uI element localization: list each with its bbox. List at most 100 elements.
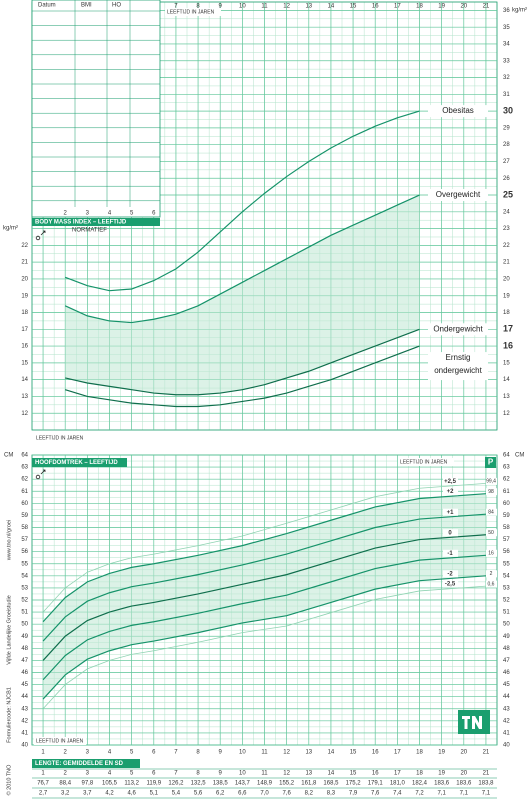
arrow-icon <box>35 230 46 480</box>
x-tick-label: 8 <box>196 750 200 756</box>
y-tick-label: 24 <box>503 209 510 215</box>
percentile-label: 99,4 <box>486 479 496 485</box>
y-tick-label: 22 <box>21 243 28 249</box>
x-tick-label: 17 <box>394 771 401 777</box>
label-bg <box>443 488 458 496</box>
series-label: Overgewicht <box>436 190 481 199</box>
y-tick-label: 35 <box>503 25 510 31</box>
x-tick-label: 5 <box>130 771 134 777</box>
label-bg <box>443 549 458 557</box>
y-tick-label: 44 <box>21 694 28 700</box>
y-tick-label: 17 <box>21 327 28 333</box>
x-tick-label: 2 <box>64 211 68 217</box>
percentile-label: 98 <box>488 489 494 495</box>
x-axis-label: LEEFTIJD IN JAREN <box>36 738 84 744</box>
x-tick-label: 3 <box>86 211 90 217</box>
y-tick-label: 57 <box>503 537 510 543</box>
label-bg <box>486 477 497 485</box>
x-axis-label: LEEFTIJD IN JAREN <box>167 9 215 15</box>
y-axis-label: CM <box>4 453 13 459</box>
y-tick-label: 43 <box>503 706 510 712</box>
side-text: www.tno.nl/groei <box>6 520 12 561</box>
side-text: Formuliercode: NJCB1 <box>6 687 12 743</box>
table-cell: 183,6 <box>456 781 472 787</box>
table-cell: 7,9 <box>349 791 358 797</box>
y-tick-label: 47 <box>21 658 28 664</box>
x-tick-label: 18 <box>416 771 423 777</box>
x-axis-label: LEEFTIJD IN JAREN <box>36 435 84 441</box>
y-tick-label: 23 <box>503 226 510 232</box>
series-label: +1 <box>447 510 455 516</box>
x-tick-label: 7 <box>174 4 178 10</box>
y-tick-label: 46 <box>21 670 28 676</box>
table-cell: 179,1 <box>368 781 384 787</box>
x-tick-label: 19 <box>438 750 445 756</box>
y-tick-label: 62 <box>503 477 510 483</box>
x-tick-label: 17 <box>394 750 401 756</box>
x-tick-label: 3 <box>86 750 90 756</box>
y-tick-label: 44 <box>503 694 510 700</box>
y-tick-label: 54 <box>503 573 510 579</box>
series-label: Obesitas <box>442 106 474 115</box>
curve <box>42 482 486 613</box>
x-tick-label: 4 <box>108 771 112 777</box>
label-bg <box>486 488 497 496</box>
y-tick-label: 40 <box>503 743 510 749</box>
x-tick-label: 18 <box>416 750 423 756</box>
tno-logo <box>458 710 490 734</box>
x-tick-label: 1 <box>41 750 45 756</box>
x-tick-label: 2 <box>64 771 68 777</box>
curve <box>65 328 420 396</box>
label-bg <box>486 549 497 557</box>
y-tick-label: 60 <box>21 501 28 507</box>
x-tick-label: 19 <box>438 4 445 10</box>
table-cell: 168,5 <box>323 781 339 787</box>
y-tick-label: 30 <box>503 105 513 115</box>
label-bg <box>443 580 458 588</box>
series-label: +2,5 <box>444 479 457 485</box>
table-cell: 5,6 <box>194 791 203 797</box>
curve <box>64 194 420 324</box>
y-tick-label: 52 <box>21 598 28 604</box>
y-tick-label: 18 <box>21 310 28 316</box>
curve <box>65 110 420 292</box>
table-cell: 7,1 <box>437 791 446 797</box>
x-tick-label: 6 <box>152 771 156 777</box>
y-tick-label: 60 <box>503 501 510 507</box>
title-banner <box>32 218 160 226</box>
chart-title: BODY MASS INDEX – LEEFTIJD <box>35 220 127 226</box>
x-tick-label: 13 <box>305 771 312 777</box>
y-tick-label: 56 <box>21 549 28 555</box>
table-cell: 148,9 <box>257 781 273 787</box>
y-tick-label: 58 <box>21 525 28 531</box>
x-tick-label: 12 <box>283 750 290 756</box>
record-header: Datum <box>38 3 56 9</box>
y-tick-label: 20 <box>503 277 510 283</box>
curve <box>65 345 420 408</box>
series-label: Ernstig ondergewicht <box>434 353 482 375</box>
label-bg <box>428 105 488 118</box>
y-tick-label: 15 <box>21 360 28 366</box>
table-cell: 119,9 <box>146 781 161 787</box>
chart-title: HOOFDOMTREK – LEEFTIJD <box>35 460 118 466</box>
y-axis-label: kg/m² <box>512 8 527 14</box>
label-bg <box>428 323 488 336</box>
x-tick-label: 20 <box>460 750 467 756</box>
table-cell: 6,6 <box>238 791 247 797</box>
y-tick-label: 29 <box>503 125 510 131</box>
table-cell: 4,6 <box>127 791 136 797</box>
table-cell: 105,5 <box>102 781 118 787</box>
x-tick-label: 10 <box>239 750 246 756</box>
curve <box>42 513 486 642</box>
x-tick-label: 10 <box>239 4 246 10</box>
table-cell: 138,5 <box>213 781 229 787</box>
table-cell: 155,2 <box>279 781 295 787</box>
x-tick-label: 19 <box>438 771 445 777</box>
table-cell: 175,2 <box>346 781 362 787</box>
y-tick-label: 13 <box>503 394 510 400</box>
percentile-label: 84 <box>488 510 494 516</box>
y-tick-label: 27 <box>503 159 510 165</box>
table-cell: 7,6 <box>282 791 291 797</box>
table-cell: 5,4 <box>172 791 181 797</box>
side-text: Vijfde Landelijke Groeistudie <box>6 595 12 665</box>
